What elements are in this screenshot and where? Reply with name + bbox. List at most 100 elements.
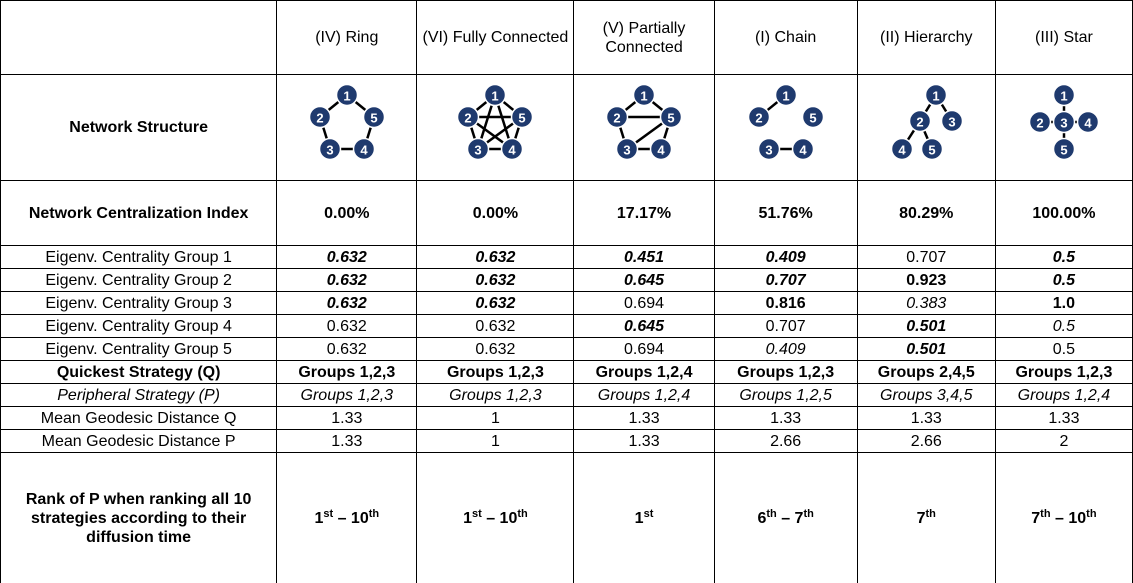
node-label: 5: [667, 111, 674, 126]
rank-text: 1: [314, 509, 324, 527]
row-label: Quickest Strategy (Q): [0, 360, 278, 384]
rank-text: – 10: [333, 509, 369, 527]
node: [925, 83, 948, 107]
rank-suffix: th: [803, 507, 814, 520]
node-label: 1: [640, 89, 647, 104]
node-label: 5: [809, 111, 816, 126]
value-cell: Groups 2,4,5: [856, 360, 996, 384]
column-header: (VI) Fully Connected: [416, 0, 575, 75]
rank-text: – 10: [481, 509, 518, 527]
value-cell: 0.5: [994, 268, 1133, 292]
node: [1052, 110, 1076, 134]
node-label: 2: [316, 111, 323, 126]
value-cell: 1.33: [573, 406, 715, 430]
node: [352, 137, 376, 161]
table-row: (IV) Ring (VI) Fully Connected (V) Partial…: [0, 0, 1133, 75]
node: [632, 83, 656, 107]
row-label: Rank of P when ranking all 10 strategies…: [0, 452, 278, 583]
empty-cell: [0, 0, 278, 75]
value-cell: 51.76%: [713, 180, 858, 246]
node: [484, 83, 507, 107]
value-cell: 0.5: [994, 245, 1133, 269]
table-row: Eigenv. Centrality Group 3 0.632 0.632 0.69…: [0, 291, 1133, 315]
value-cell: 0.707: [856, 245, 996, 269]
node-label: 4: [799, 143, 807, 158]
rank-text: – 7: [776, 509, 804, 527]
column-header: (IV) Ring: [276, 0, 418, 75]
rank-cell: 1st – 10th: [276, 452, 418, 583]
value-cell: 0.645: [573, 314, 715, 338]
node: [362, 105, 386, 129]
row-label: Mean Geodesic Distance Q: [0, 406, 278, 430]
rank-text: 7: [1031, 509, 1041, 527]
node-label: 1: [343, 89, 350, 104]
rank-cell: 6th – 7th: [713, 452, 858, 583]
value-cell: 1: [416, 406, 575, 430]
value-cell: 0.632: [276, 291, 418, 315]
rank-text: – 10: [1050, 509, 1087, 527]
rank-text: 6: [757, 509, 767, 527]
value-cell: 0.632: [416, 245, 575, 269]
rank-text: 1: [463, 509, 472, 527]
table-row: Quickest Strategy (Q) Groups 1,2,3 Groups …: [0, 360, 1133, 384]
value-cell: 80.29%: [856, 180, 996, 246]
node: [747, 105, 770, 129]
node-label: 2: [755, 111, 762, 126]
value-cell: Groups 1,2,5: [713, 383, 858, 407]
rank-suffix: th: [368, 507, 380, 520]
value-cell: Groups 3,4,5: [856, 383, 996, 407]
rank-text: 1: [634, 509, 644, 527]
table-row: Peripheral Strategy (P) Groups 1,2,3 Group…: [0, 383, 1133, 407]
node-label: 2: [1036, 116, 1043, 131]
node: [649, 137, 673, 161]
value-cell: 1.33: [856, 406, 996, 430]
value-cell: 0.707: [713, 268, 858, 292]
value-cell: 0.383: [856, 291, 996, 315]
value-cell: 2.66: [713, 429, 858, 453]
value-cell: 0.00%: [276, 180, 418, 246]
node: [1028, 110, 1052, 134]
table-row: Rank of P when ranking all 10 strategies…: [0, 452, 1133, 583]
value-cell: Groups 1,2,3: [416, 360, 575, 384]
node-label: 4: [360, 143, 368, 158]
value-cell: 0.632: [416, 314, 575, 338]
value-cell: 2.66: [856, 429, 996, 453]
node: [457, 105, 480, 129]
value-cell: 0.501: [856, 314, 996, 338]
table-row: Network Structure 1 2 3 4 5 1 2 3 4 5 1 2 3 4 5 1 2 3 4 5 1 2 3…: [0, 74, 1133, 181]
row-label: Eigenv. Centrality Group 4: [0, 314, 278, 338]
value-cell: 0.632: [276, 245, 418, 269]
value-cell: 0.694: [573, 337, 715, 361]
rank-suffix: th: [1086, 507, 1097, 520]
column-header: (I) Chain: [713, 0, 858, 75]
table-row: Eigenv. Centrality Group 5 0.632 0.632 0.69…: [0, 337, 1133, 361]
node: [467, 137, 490, 161]
node: [501, 137, 524, 161]
value-cell: 1.33: [573, 429, 715, 453]
rank-suffix: st: [643, 507, 654, 520]
node-label: 5: [1060, 143, 1067, 158]
row-label: Network Structure: [0, 74, 278, 181]
rank-suffix: th: [517, 507, 528, 520]
node: [891, 137, 914, 161]
value-cell: 0.409: [713, 245, 858, 269]
node-label: 1: [1060, 89, 1067, 104]
value-cell: Groups 1,2,3: [713, 360, 858, 384]
node-label: 2: [465, 111, 472, 126]
node: [791, 137, 814, 161]
node: [605, 105, 629, 129]
node-label: 2: [917, 115, 924, 130]
rank-suffix: th: [925, 507, 936, 520]
value-cell: 0.632: [416, 268, 575, 292]
value-cell: 0.409: [713, 337, 858, 361]
